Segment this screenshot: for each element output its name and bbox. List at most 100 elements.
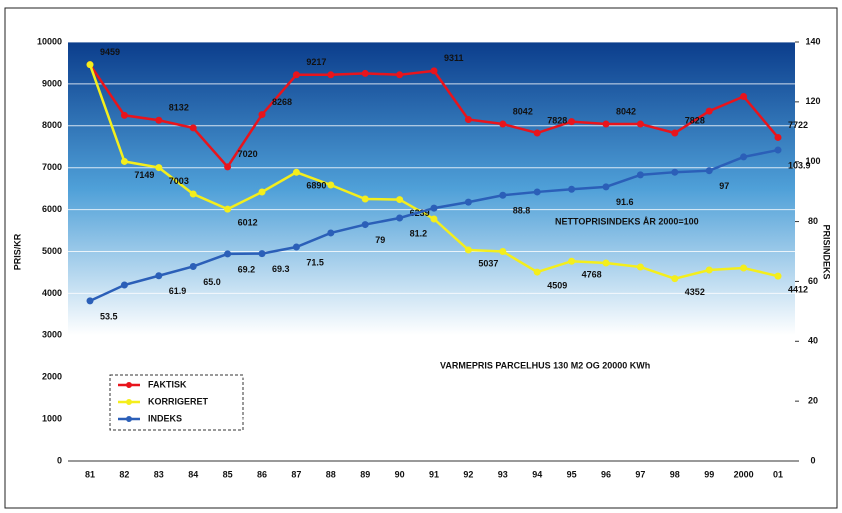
x-tick-label: 87 xyxy=(291,469,301,479)
point xyxy=(774,133,782,141)
x-tick-label: 94 xyxy=(532,469,542,479)
data-label: 79 xyxy=(375,235,385,245)
y-tick-label: 2000 xyxy=(42,372,62,382)
point xyxy=(705,107,713,115)
data-label: 7149 xyxy=(134,170,154,180)
y2-tick-label: 40 xyxy=(808,336,818,346)
x-tick-label: 89 xyxy=(360,469,370,479)
y-tick-label: 3000 xyxy=(42,330,62,340)
x-tick-label: 81 xyxy=(85,469,95,479)
data-label: 7828 xyxy=(685,115,705,125)
data-label: 103.9 xyxy=(788,160,811,170)
point xyxy=(499,248,507,255)
data-label: 6012 xyxy=(238,217,258,227)
y-tick-label: 10000 xyxy=(37,36,62,46)
point xyxy=(120,157,128,165)
point xyxy=(533,268,541,276)
y-tick-label: 1000 xyxy=(42,413,62,423)
point xyxy=(189,124,197,132)
point xyxy=(464,246,472,254)
y-tick-label: 0 xyxy=(57,455,62,465)
legend-label: FAKTISK xyxy=(148,379,187,389)
point xyxy=(705,167,713,175)
point xyxy=(568,185,576,193)
x-tick-label: 96 xyxy=(601,469,611,479)
point xyxy=(120,111,128,119)
y-axis-label: PRIS/KR xyxy=(12,233,22,270)
point xyxy=(533,129,541,137)
y-tick-label: 9000 xyxy=(42,78,62,88)
y2-axis-label: PRISINDEKS xyxy=(822,224,832,279)
data-label: 4412 xyxy=(788,285,808,295)
data-label: 69.3 xyxy=(272,264,290,274)
point xyxy=(86,297,94,305)
point xyxy=(568,257,576,265)
data-label: 53.5 xyxy=(100,311,118,321)
point xyxy=(396,71,404,79)
point xyxy=(120,281,128,289)
data-label: 4768 xyxy=(582,270,602,280)
point xyxy=(224,250,232,258)
point xyxy=(774,272,782,280)
data-label: 71.5 xyxy=(306,257,324,267)
y-tick-label: 4000 xyxy=(42,288,62,298)
point xyxy=(224,205,232,213)
point xyxy=(740,264,748,272)
point xyxy=(499,191,507,199)
point xyxy=(396,196,404,204)
data-label: 9459 xyxy=(100,47,120,57)
annotation: VARMEPRIS PARCELHUS 130 M2 OG 20000 KWh xyxy=(440,360,650,370)
x-tick-label: 99 xyxy=(704,469,714,479)
data-label: 61.9 xyxy=(169,286,187,296)
point xyxy=(671,275,679,283)
point xyxy=(602,259,610,267)
annotation: NETTOPRISINDEKS ÅR 2000=100 xyxy=(555,216,699,226)
point xyxy=(327,71,335,79)
data-label: 69.2 xyxy=(238,264,256,274)
point xyxy=(155,272,163,280)
point xyxy=(464,116,472,124)
x-tick-label: 2000 xyxy=(734,469,754,479)
point xyxy=(189,262,197,270)
point xyxy=(636,171,644,179)
x-tick-label: 82 xyxy=(119,469,129,479)
x-tick-label: 97 xyxy=(635,469,645,479)
point xyxy=(292,243,300,251)
data-label: 7020 xyxy=(238,149,258,159)
point xyxy=(568,118,576,126)
x-tick-label: 83 xyxy=(154,469,164,479)
data-label: 9217 xyxy=(306,57,326,67)
point xyxy=(636,120,644,128)
x-tick-label: 01 xyxy=(773,469,783,479)
y2-tick-label: 120 xyxy=(805,96,820,106)
point xyxy=(602,120,610,128)
y2-tick-label: 100 xyxy=(805,156,820,166)
x-tick-label: 91 xyxy=(429,469,439,479)
x-tick-label: 98 xyxy=(670,469,680,479)
y2-tick-label: 80 xyxy=(808,216,818,226)
point xyxy=(740,153,748,161)
point xyxy=(464,198,472,206)
point xyxy=(292,71,300,79)
x-tick-label: 92 xyxy=(463,469,473,479)
y-tick-label: 8000 xyxy=(42,120,62,130)
point xyxy=(258,188,266,196)
point xyxy=(155,164,163,172)
point xyxy=(602,183,610,191)
point xyxy=(430,204,438,212)
point xyxy=(327,181,335,189)
data-label: 4352 xyxy=(685,287,705,297)
x-tick-label: 86 xyxy=(257,469,267,479)
point xyxy=(155,116,163,124)
x-tick-label: 84 xyxy=(188,469,198,479)
data-label: 8042 xyxy=(616,106,636,116)
y-tick-label: 6000 xyxy=(42,204,62,214)
point xyxy=(327,229,335,237)
point xyxy=(258,250,266,258)
x-tick-label: 95 xyxy=(567,469,577,479)
x-tick-label: 90 xyxy=(395,469,405,479)
y2-tick-label: 140 xyxy=(805,36,820,46)
x-tick-label: 85 xyxy=(223,469,233,479)
data-label: 6890 xyxy=(306,181,326,191)
